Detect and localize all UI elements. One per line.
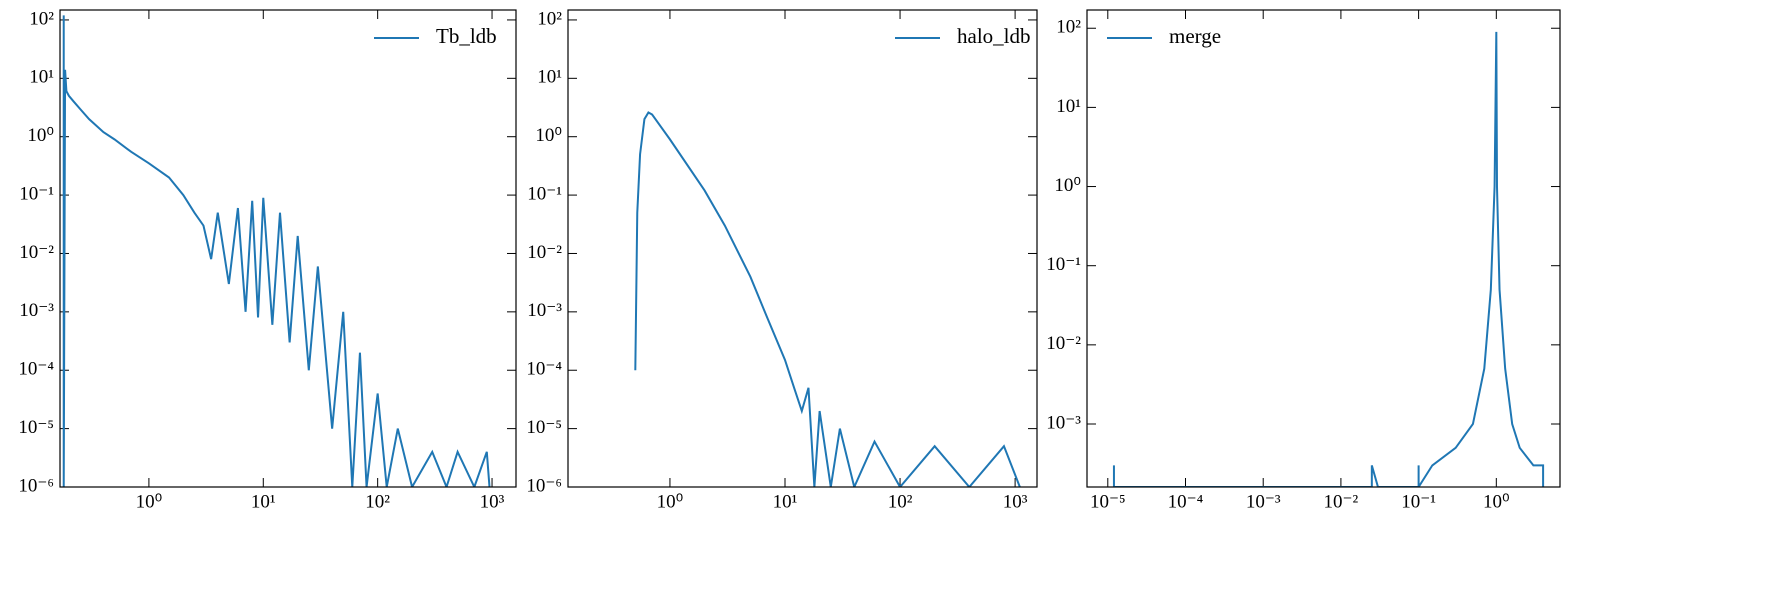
y-tick-label: 10⁻² [19,242,54,263]
y-tick-label: 10⁰ [535,125,562,146]
x-tick-label: 10¹ [773,491,798,512]
y-tick-label: 10⁻⁴ [526,359,562,380]
x-tick-label: 10⁰ [1483,491,1510,512]
x-tick-label: 10⁻² [1324,491,1359,512]
x-tick-label: 10³ [480,491,505,512]
y-tick-label: 10¹ [537,67,562,88]
y-tick-label: 10⁻⁶ [18,475,54,496]
axes-frame [1086,9,1561,488]
x-tick-label: 10⁰ [657,491,684,512]
axes-frame [59,9,517,488]
x-tick-label: 10² [365,491,390,512]
legend-label: halo_ldb [957,24,1031,48]
y-tick-label: 10² [1056,17,1081,38]
y-tick-label: 10⁻¹ [19,183,54,204]
y-tick-label: 10⁻⁵ [18,417,54,438]
data-line [634,111,1021,487]
y-tick-label: 10⁻² [527,242,562,263]
y-tick-label: 10⁻³ [527,300,562,321]
x-tick-label: 10⁻³ [1246,491,1281,512]
x-tick-label: 10³ [1003,491,1028,512]
axes-frame [567,9,1038,488]
y-tick-label: 10⁻³ [19,300,54,321]
y-tick-label: 10⁻² [1046,333,1081,354]
legend-label: merge [1169,24,1221,48]
y-tick-label: 10⁻¹ [1046,254,1081,275]
y-tick-label: 10⁻⁴ [18,359,54,380]
y-tick-label: 10¹ [1056,96,1081,117]
y-tick-label: 10⁻¹ [527,183,562,204]
x-tick-label: 10⁻¹ [1401,491,1436,512]
data-line [62,15,491,487]
legend-label: Tb_ldb [436,24,497,48]
y-tick-label: 10⁻³ [1046,412,1081,433]
x-tick-label: 10² [888,491,913,512]
x-tick-label: 10¹ [251,491,276,512]
y-tick-label: 10⁻⁵ [526,417,562,438]
y-tick-label: 10⁰ [27,125,54,146]
x-tick-label: 10⁻⁵ [1090,491,1126,512]
y-tick-label: 10⁻⁶ [526,475,562,496]
x-tick-label: 10⁰ [136,491,163,512]
y-tick-label: 10¹ [29,67,54,88]
x-tick-label: 10⁻⁴ [1168,491,1204,512]
y-tick-label: 10² [29,8,54,29]
y-tick-label: 10² [537,8,562,29]
y-tick-label: 10⁰ [1054,175,1081,196]
data-line [1112,31,1545,487]
